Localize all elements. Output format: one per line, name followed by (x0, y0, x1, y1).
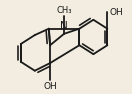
Text: OH: OH (110, 8, 124, 17)
Text: N: N (60, 21, 68, 31)
Text: OH: OH (43, 82, 57, 91)
Text: CH₃: CH₃ (56, 6, 72, 15)
